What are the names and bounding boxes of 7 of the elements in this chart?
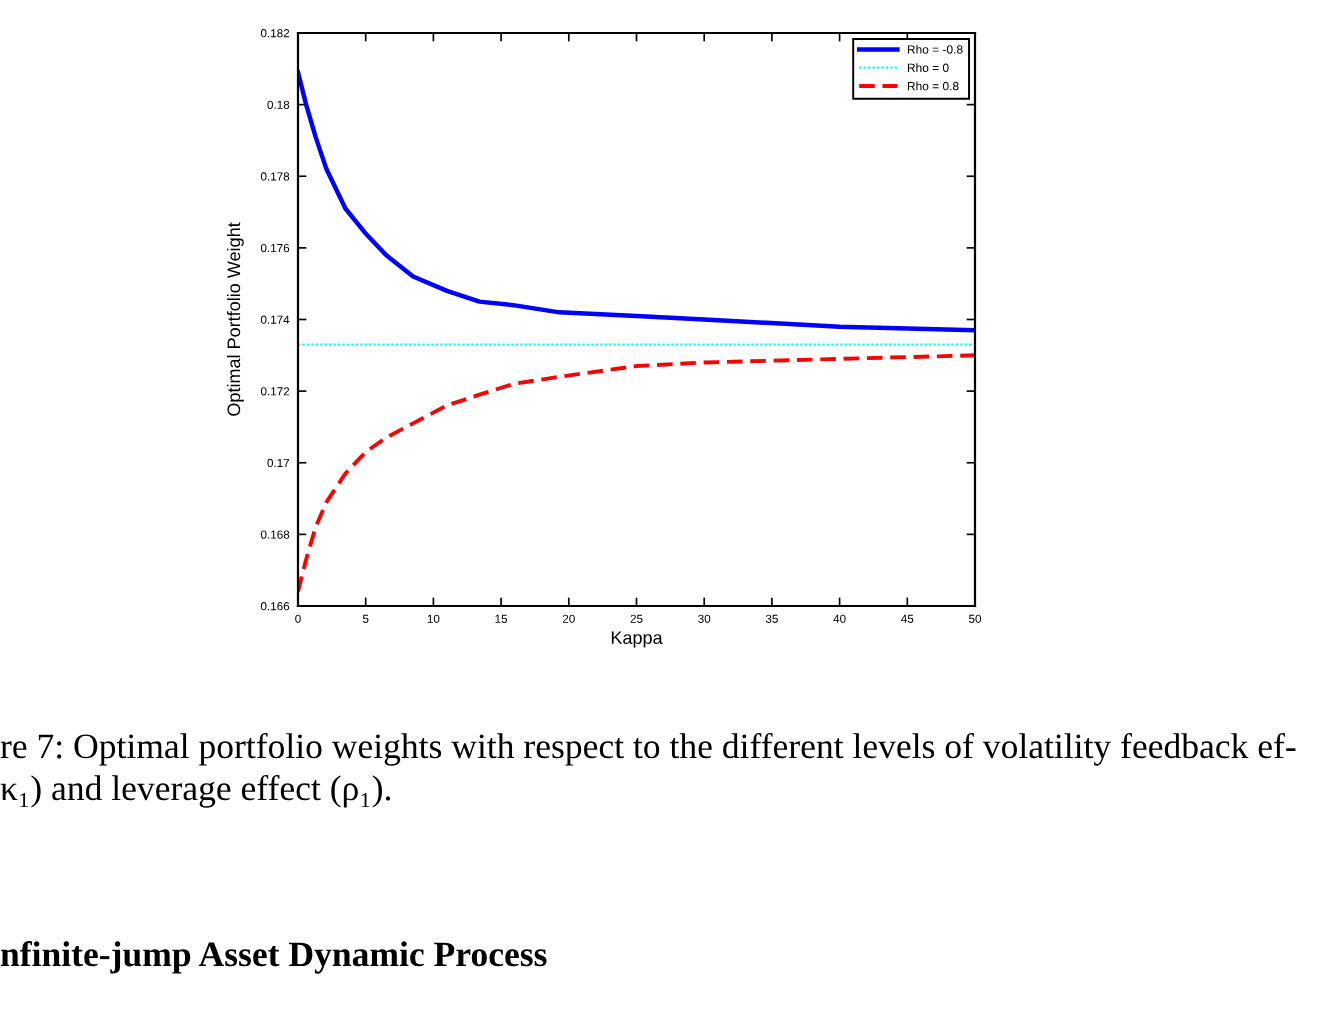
y-axis-title: Optimal Portfolio Weight [226, 222, 244, 416]
line-series [298, 353, 975, 594]
x-axis-title: Kappa [611, 631, 663, 648]
line-series [298, 70, 975, 333]
text: κ₁) and leverage effect (ρ₁). [0, 774, 391, 808]
text: nfinite-jump Asset Dynamic Process [0, 940, 547, 974]
text: re 7: Optimal portfolio weights with respect to the different levels of volatility feedback ef- [0, 732, 1296, 766]
